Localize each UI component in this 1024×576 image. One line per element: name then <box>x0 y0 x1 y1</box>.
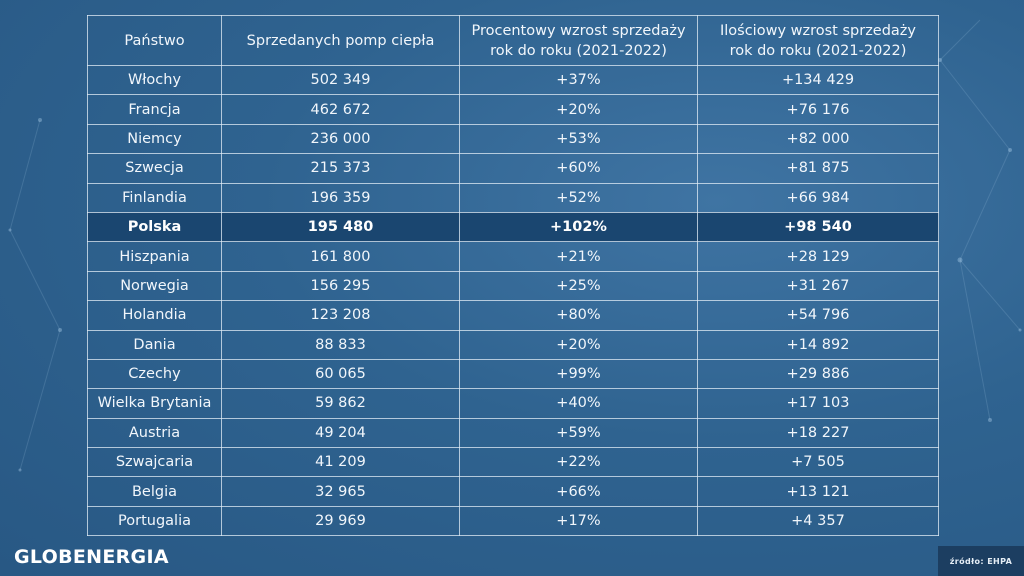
cell-percent-growth: +66% <box>459 476 698 507</box>
table-row: Włochy 502 349 +37% +134 429 <box>87 64 939 96</box>
table-row: Wielka Brytania 59 862 +40% +17 103 <box>87 388 939 419</box>
cell-quantity-growth: +76 176 <box>697 94 939 125</box>
cell-country: Belgia <box>87 476 222 507</box>
cell-country: Norwegia <box>87 270 222 302</box>
table-row: Czechy 60 065 +99% +29 886 <box>87 358 939 390</box>
cell-percent-growth: +20% <box>459 329 698 360</box>
cell-percent-growth: +25% <box>459 270 698 302</box>
table-row: Holandia 123 208 +80% +54 796 <box>87 300 939 331</box>
cell-country: Niemcy <box>87 123 222 155</box>
cell-quantity-growth: +17 103 <box>697 388 939 419</box>
cell-quantity-growth: +7 505 <box>697 447 939 478</box>
cell-units-sold: 196 359 <box>221 182 460 213</box>
cell-quantity-growth: +81 875 <box>697 153 939 184</box>
cell-percent-growth: +22% <box>459 447 698 478</box>
cell-units-sold: 161 800 <box>221 241 460 272</box>
cell-units-sold: 88 833 <box>221 329 460 360</box>
cell-units-sold: 462 672 <box>221 94 460 125</box>
cell-country: Dania <box>87 329 222 360</box>
cell-country: Portugalia <box>87 505 222 537</box>
cell-country: Szwecja <box>87 153 222 184</box>
cell-percent-growth: +52% <box>459 182 698 213</box>
cell-percent-growth: +37% <box>459 64 698 96</box>
cell-quantity-growth: +66 984 <box>697 182 939 213</box>
table-row: Szwajcaria 41 209 +22% +7 505 <box>87 447 939 478</box>
cell-units-sold: 123 208 <box>221 300 460 331</box>
cell-units-sold: 41 209 <box>221 447 460 478</box>
table-row: Szwecja 215 373 +60% +81 875 <box>87 153 939 184</box>
cell-units-sold: 236 000 <box>221 123 460 155</box>
header-country: Państwo <box>87 15 222 66</box>
cell-country: Włochy <box>87 64 222 96</box>
table-row: Dania 88 833 +20% +14 892 <box>87 329 939 360</box>
table-row: Norwegia 156 295 +25% +31 267 <box>87 270 939 302</box>
table-row: Francja 462 672 +20% +76 176 <box>87 94 939 125</box>
header-units-sold: Sprzedanych pomp ciepła <box>221 15 460 66</box>
cell-country: Francja <box>87 94 222 125</box>
cell-quantity-growth: +82 000 <box>697 123 939 155</box>
cell-quantity-growth: +54 796 <box>697 300 939 331</box>
cell-country: Finlandia <box>87 182 222 213</box>
table-row: Polska 195 480 +102% +98 540 <box>87 211 939 243</box>
cell-country: Szwajcaria <box>87 447 222 478</box>
table-row: Portugalia 29 969 +17% +4 357 <box>87 505 939 537</box>
cell-percent-growth: +102% <box>459 211 698 243</box>
cell-country: Hiszpania <box>87 241 222 272</box>
table-row: Hiszpania 161 800 +21% +28 129 <box>87 241 939 272</box>
heat-pump-sales-table: Państwo Sprzedanych pomp ciepła Procento… <box>87 15 939 537</box>
cell-country: Polska <box>87 211 222 243</box>
cell-quantity-growth: +29 886 <box>697 358 939 390</box>
cell-units-sold: 156 295 <box>221 270 460 302</box>
cell-quantity-growth: +13 121 <box>697 476 939 507</box>
cell-percent-growth: +21% <box>459 241 698 272</box>
cell-quantity-growth: +14 892 <box>697 329 939 360</box>
cell-quantity-growth: +98 540 <box>697 211 939 243</box>
cell-quantity-growth: +18 227 <box>697 417 939 449</box>
cell-units-sold: 502 349 <box>221 64 460 96</box>
table-header-row: Państwo Sprzedanych pomp ciepła Procento… <box>87 15 939 66</box>
table-row: Niemcy 236 000 +53% +82 000 <box>87 123 939 155</box>
table-row: Austria 49 204 +59% +18 227 <box>87 417 939 449</box>
table-row: Finlandia 196 359 +52% +66 984 <box>87 182 939 213</box>
cell-quantity-growth: +31 267 <box>697 270 939 302</box>
globenergia-logo: GLOBENERGIA <box>14 546 169 568</box>
cell-units-sold: 59 862 <box>221 388 460 419</box>
cell-country: Wielka Brytania <box>87 388 222 419</box>
cell-percent-growth: +53% <box>459 123 698 155</box>
cell-quantity-growth: +28 129 <box>697 241 939 272</box>
cell-country: Holandia <box>87 300 222 331</box>
cell-units-sold: 60 065 <box>221 358 460 390</box>
cell-units-sold: 215 373 <box>221 153 460 184</box>
cell-quantity-growth: +134 429 <box>697 64 939 96</box>
cell-country: Czechy <box>87 358 222 390</box>
header-percent-growth: Procentowy wzrost sprzedaży rok do roku (… <box>459 15 698 66</box>
source-label: źródło: EHPA <box>938 546 1024 576</box>
cell-percent-growth: +99% <box>459 358 698 390</box>
table-row: Belgia 32 965 +66% +13 121 <box>87 476 939 507</box>
cell-percent-growth: +59% <box>459 417 698 449</box>
cell-country: Austria <box>87 417 222 449</box>
cell-units-sold: 49 204 <box>221 417 460 449</box>
cell-units-sold: 29 969 <box>221 505 460 537</box>
cell-percent-growth: +17% <box>459 505 698 537</box>
cell-units-sold: 32 965 <box>221 476 460 507</box>
cell-percent-growth: +60% <box>459 153 698 184</box>
cell-percent-growth: +80% <box>459 300 698 331</box>
cell-units-sold: 195 480 <box>221 211 460 243</box>
cell-quantity-growth: +4 357 <box>697 505 939 537</box>
cell-percent-growth: +40% <box>459 388 698 419</box>
cell-percent-growth: +20% <box>459 94 698 125</box>
header-quantity-growth: Ilościowy wzrost sprzedaży rok do roku (2… <box>697 15 939 66</box>
